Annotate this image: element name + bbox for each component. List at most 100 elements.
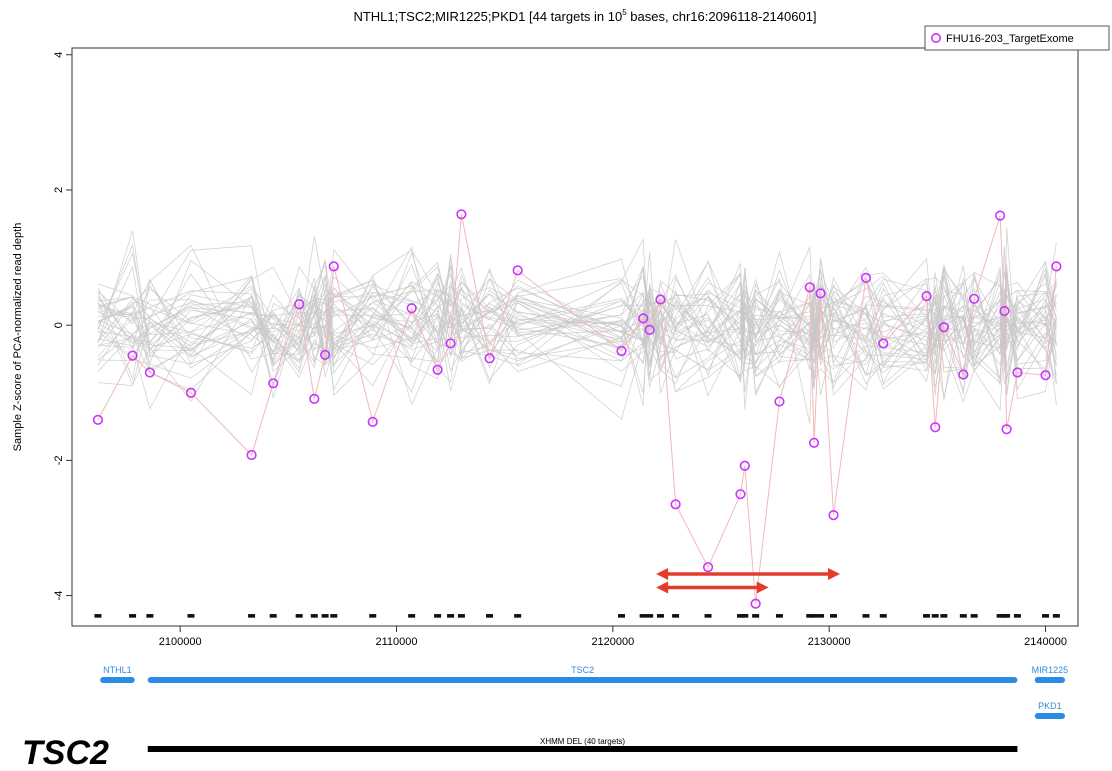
target-marker: [656, 614, 664, 618]
background-sample-line: [97, 265, 1057, 390]
highlight-point: [367, 416, 378, 427]
target-marker: [486, 614, 494, 618]
target-marker: [704, 614, 712, 618]
cnv-arrow-head-right: [756, 581, 769, 594]
highlight-point: [878, 338, 889, 349]
target-marker: [959, 614, 967, 618]
highlight-point: [921, 291, 932, 302]
target-marker: [408, 614, 416, 618]
target-marker: [775, 614, 783, 618]
side-gene-label: TSC2: [22, 734, 109, 771]
target-marker: [295, 614, 303, 618]
highlight-point: [268, 378, 279, 389]
chart-title-main: NTHL1;TSC2;MIR1225;PKD1 [44 targets in 1…: [353, 9, 622, 24]
highlight-point: [958, 369, 969, 380]
highlight-point: [938, 322, 949, 333]
background-sample-line: [97, 274, 1057, 393]
legend-marker: [930, 32, 941, 43]
target-marker: [639, 614, 647, 618]
background-sample-line: [97, 266, 1057, 424]
highlight-point: [92, 414, 104, 425]
highlight-point: [735, 489, 746, 500]
highlight-point: [828, 510, 839, 521]
highlight-point: [638, 313, 649, 324]
background-sample-line: [97, 272, 1057, 390]
target-marker: [672, 614, 680, 618]
x-tick-label: 2100000: [159, 636, 202, 648]
cnv-arrow-head-left: [656, 581, 669, 594]
highlight-point: [445, 338, 456, 349]
target-marker: [369, 614, 377, 618]
highlight-point: [702, 562, 714, 573]
cnv-arrow-head-right: [828, 567, 841, 580]
cnv-call-bar: [147, 746, 1018, 752]
background-sample-line: [97, 261, 1057, 372]
target-marker: [321, 614, 329, 618]
target-marker: [931, 614, 939, 618]
highlight-point: [432, 364, 443, 375]
gene-label: NTHL1: [103, 665, 132, 675]
highlight-point: [320, 349, 331, 361]
highlight-point: [808, 437, 820, 448]
target-marker: [1013, 614, 1021, 618]
highlight-point: [328, 261, 339, 272]
target-marker: [330, 614, 338, 618]
highlight-point: [406, 303, 417, 314]
cnv-arrow-head-left: [656, 567, 669, 580]
highlight-point: [860, 272, 872, 283]
background-sample-line: [97, 274, 1057, 395]
target-markers: [94, 614, 1060, 618]
y-tick-label: 2: [53, 187, 65, 193]
highlight-point: [144, 367, 155, 378]
highlight-point: [969, 293, 980, 304]
background-sample-line: [97, 259, 1057, 370]
plot-frame: [71, 47, 1079, 627]
highlight-point: [739, 460, 750, 471]
target-marker: [310, 614, 318, 618]
highlight-point: [294, 299, 305, 310]
background-sample-line: [97, 251, 1057, 402]
x-tick-label: 2130000: [808, 636, 851, 648]
target-marker: [810, 614, 818, 618]
background-sample-line: [97, 271, 1057, 389]
x-tick-label: 2110000: [376, 636, 418, 648]
target-marker: [94, 614, 102, 618]
x-tick-label: 2140000: [1024, 636, 1067, 648]
y-tick-label: 4: [53, 52, 65, 58]
gene-label: MIR1225: [1032, 665, 1069, 675]
highlight-point: [185, 387, 197, 398]
gene-label: TSC2: [571, 665, 594, 675]
highlight-point: [750, 598, 761, 609]
highlight-point: [456, 209, 467, 220]
gene-track: NTHL1 TSC2 MIR1225 PKD1: [100, 665, 1068, 719]
legend-box: [924, 25, 1110, 51]
background-sample-line: [97, 227, 1057, 410]
highlight-point: [127, 350, 138, 361]
highlight-point: [512, 265, 523, 276]
chart-title: NTHL1;TSC2;MIR1225;PKD1 [44 targets in 1…: [353, 8, 816, 24]
target-marker: [434, 614, 442, 618]
highlight-point: [999, 305, 1010, 317]
target-marker: [248, 614, 256, 618]
target-marker: [187, 614, 195, 618]
target-marker: [146, 614, 154, 618]
target-marker: [646, 614, 654, 618]
legend[interactable]: FHU16-203_TargetExome: [924, 25, 1110, 51]
target-marker: [618, 614, 626, 618]
chart-title-exponent: 5: [622, 8, 627, 17]
target-marker: [817, 614, 825, 618]
highlight-point: [644, 324, 655, 336]
target-marker: [737, 614, 745, 618]
highlight-point: [1051, 261, 1062, 272]
y-axis-label: Sample Z-score of PCA-normalized read de…: [12, 223, 24, 452]
highlight-point: [995, 210, 1006, 221]
target-marker: [970, 614, 978, 618]
target-marker: [1042, 614, 1050, 618]
target-marker: [447, 614, 455, 618]
x-axis: 2100000 2110000 2120000 2130000 2140000: [159, 626, 1067, 648]
target-marker: [269, 614, 277, 618]
background-sample-line: [97, 277, 1057, 390]
highlight-point: [930, 422, 941, 433]
background-sample-line: [97, 259, 1057, 379]
